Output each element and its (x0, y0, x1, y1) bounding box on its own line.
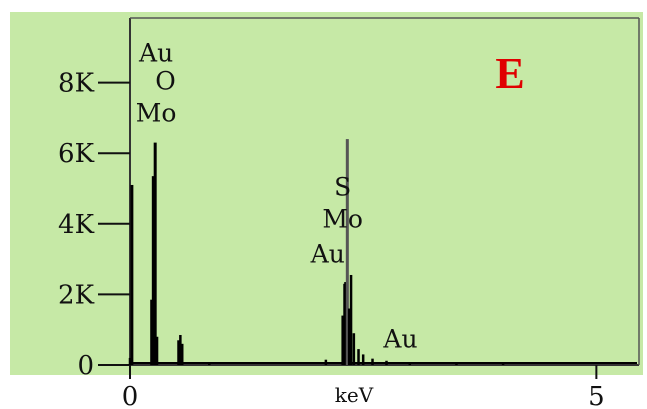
spectrum-peak (341, 315, 344, 365)
spectrum-peak (130, 184, 134, 365)
spectrum-peak (150, 299, 153, 365)
spectrum-peak (128, 357, 132, 365)
peak-element-label: O (155, 67, 176, 96)
spectrum-peak (208, 362, 211, 365)
peak-element-label: Mo (322, 204, 363, 233)
panel-letter-label: E (495, 49, 524, 98)
spectrum-peak (361, 354, 365, 365)
spectrum-peak (408, 362, 412, 365)
axes: 0 2K 4K 6K 8K 0 5 (58, 17, 640, 409)
peak-element-label: S (334, 173, 351, 202)
spectrum-peak (347, 308, 351, 365)
y-tick-label: 2K (58, 280, 95, 310)
peak-element-label: Au (138, 38, 173, 67)
y-tick-label: 8K (58, 69, 95, 99)
spectrum-peak (352, 333, 356, 365)
spectrum-peak (371, 358, 374, 365)
y-tick-label: 4K (58, 210, 95, 240)
spectrum-peak (324, 359, 328, 365)
spectrum-peak (455, 362, 458, 365)
spectrum-peak (151, 176, 155, 365)
peak-element-label: Au (310, 240, 345, 269)
spectrum-peak (344, 282, 347, 365)
spectrum-peak (501, 363, 505, 365)
peak-element-label: Au (382, 324, 417, 353)
spectrum-peak (180, 343, 184, 365)
spectrum-peak (153, 142, 157, 365)
y-tick-label: 0 (77, 351, 94, 381)
spectrum-peak (385, 360, 388, 365)
spectrum-peak (177, 340, 180, 365)
plot-background (10, 12, 643, 375)
spectrum-peak (345, 139, 349, 365)
x-tick-label: 5 (588, 382, 605, 409)
x-axis-unit-label: keV (335, 383, 374, 407)
spectrum-peak (357, 349, 360, 365)
y-tick-label: 6K (58, 139, 95, 169)
peak-element-label: Mo (136, 98, 177, 127)
x-tick-label: 0 (122, 382, 139, 409)
spectrum-peak (349, 274, 353, 365)
spectrum-peak (155, 336, 159, 365)
spectrum-peaks (128, 139, 637, 365)
spectrum-peak (179, 334, 182, 365)
